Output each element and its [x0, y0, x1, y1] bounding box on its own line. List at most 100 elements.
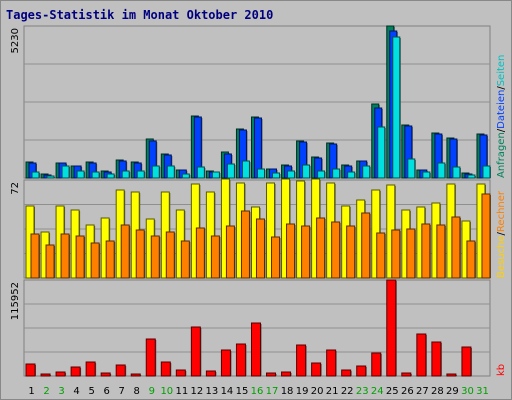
kb-bar	[70, 366, 81, 377]
seiten-bar	[437, 162, 446, 179]
rechner-bar	[406, 228, 416, 279]
rechner-bar	[60, 233, 70, 279]
rechner-bar	[271, 236, 281, 279]
x-tick-label: 17	[266, 386, 279, 397]
rechner-bar	[316, 217, 326, 279]
seiten-bar	[377, 126, 386, 179]
seiten-bar	[347, 171, 356, 179]
x-tick-label: 4	[73, 386, 79, 397]
seiten-bar	[61, 165, 70, 179]
x-tick-label: 20	[311, 386, 324, 397]
kb-bar	[281, 371, 292, 377]
seiten-bar	[91, 171, 100, 179]
x-tick-label: 23	[356, 386, 369, 397]
kb-bar	[115, 364, 126, 377]
seiten-bar	[332, 168, 341, 179]
x-tick-label: 30	[461, 386, 474, 397]
x-tick-label: 2	[43, 386, 49, 397]
anfragen-panel-legend: Anfragen/Dateien/Seiten	[496, 55, 507, 178]
rechner-bar	[210, 235, 220, 279]
legend-entry: /	[496, 128, 507, 132]
seiten-bar	[482, 165, 491, 179]
seiten-bar	[256, 168, 265, 179]
kb-bar	[446, 373, 457, 377]
x-tick-label: 21	[326, 386, 339, 397]
x-tick-label: 28	[431, 386, 444, 397]
x-tick-label: 15	[236, 386, 249, 397]
seiten-bar	[272, 172, 281, 179]
seiten-bar	[121, 170, 130, 179]
kb-bar	[220, 349, 231, 377]
anfragen-panel-ymax-label: 5230	[10, 28, 21, 53]
kb-bar	[25, 363, 36, 377]
kb-bar	[40, 373, 51, 377]
x-tick-label: 12	[191, 386, 204, 397]
kb-bar	[130, 373, 141, 377]
x-tick-label: 29	[446, 386, 459, 397]
rechner-bar	[376, 232, 386, 279]
kb-bar	[250, 322, 261, 377]
seiten-bar	[166, 165, 175, 179]
x-tick-label: 22	[341, 386, 354, 397]
legend-entry: /	[496, 86, 507, 90]
legend-entry: Seiten	[496, 55, 507, 87]
x-tick-label: 24	[371, 386, 384, 397]
legend-entry: Dateien	[496, 90, 507, 129]
kb-bar	[296, 344, 307, 377]
kb-bar	[235, 343, 246, 377]
kb-bar	[341, 369, 352, 377]
besuche-bar	[266, 182, 276, 279]
rechner-bar	[255, 218, 265, 279]
rechner-bar	[150, 235, 160, 279]
kb-bar	[266, 372, 277, 377]
kb-bar	[205, 370, 216, 377]
kb-bar	[371, 352, 382, 377]
rechner-bar	[346, 225, 356, 279]
rechner-bar	[361, 212, 371, 279]
kb-bar	[175, 369, 186, 377]
kb-bar	[311, 362, 322, 377]
legend-entry: kb	[496, 364, 507, 376]
seiten-bar	[317, 170, 326, 179]
x-tick-label: 31	[476, 386, 489, 397]
besuche-bar	[205, 191, 215, 279]
seiten-bar	[46, 175, 55, 179]
x-tick-label: 27	[416, 386, 429, 397]
kb-bar	[431, 341, 442, 377]
x-tick-label: 1	[28, 386, 34, 397]
rechner-bar	[165, 231, 175, 279]
x-tick-label: 11	[175, 386, 188, 397]
rechner-bar	[180, 240, 190, 279]
seiten-bar	[211, 171, 220, 179]
rechner-bar	[90, 242, 100, 279]
seiten-bar	[452, 166, 461, 179]
kb-bar	[386, 279, 397, 377]
x-tick-label: 13	[206, 386, 219, 397]
kb-bar	[85, 361, 96, 377]
x-tick-label: 16	[251, 386, 264, 397]
kb-bar	[401, 372, 412, 377]
kb-bar	[145, 338, 156, 377]
seiten-bar	[407, 158, 416, 179]
seiten-bar	[302, 164, 311, 179]
seiten-bar	[467, 174, 476, 179]
rechner-bar	[120, 224, 130, 279]
x-tick-label: 5	[88, 386, 94, 397]
legend-entry: Rechner	[496, 190, 507, 232]
seiten-bar	[362, 165, 371, 179]
rechner-bar	[391, 229, 401, 279]
x-tick-label: 3	[58, 386, 64, 397]
seiten-bar	[422, 171, 431, 179]
rechner-bar	[75, 235, 85, 279]
x-tick-label: 10	[160, 386, 173, 397]
rechner-bar	[301, 225, 311, 279]
legend-entry: Besuche	[496, 235, 507, 278]
seiten-bar	[226, 163, 235, 179]
seiten-bar	[392, 36, 401, 179]
seiten-bar	[241, 160, 250, 179]
rechner-bar	[240, 210, 250, 279]
x-tick-label: 7	[119, 386, 125, 397]
rechner-bar	[481, 193, 491, 279]
x-tick-label: 14	[221, 386, 234, 397]
seiten-bar	[106, 173, 115, 179]
